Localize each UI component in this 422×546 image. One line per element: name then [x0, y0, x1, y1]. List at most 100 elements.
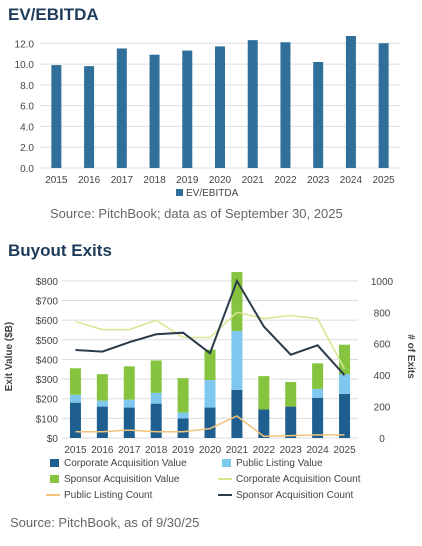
bar-2023-sponsor: [285, 382, 297, 407]
y2-tick-label: 0: [379, 434, 385, 445]
y-tick-label: $500: [36, 336, 59, 347]
bar-2021: [247, 40, 258, 168]
y-tick-label: $200: [36, 395, 59, 406]
ev-ebitda-source: Source: PitchBook; data as of September …: [50, 206, 343, 221]
y2-tick-label: 200: [374, 403, 391, 414]
y-axis-label: Exit Value ($B): [4, 322, 15, 391]
buyout-exits-title: Buyout Exits: [8, 241, 112, 260]
bar-2025: [378, 43, 389, 168]
y-tick-label: $0: [47, 434, 59, 445]
x-tick-label: 2017: [118, 445, 141, 456]
legend-swatch: [50, 459, 59, 467]
x-tick-label: 2020: [199, 445, 222, 456]
x-tick-label: 2016: [91, 445, 114, 456]
bar-2019-sponsor: [177, 378, 189, 413]
legend-swatch: [50, 475, 59, 483]
y-tick-label: $400: [36, 355, 59, 366]
bar-2021-public: [231, 330, 243, 390]
bar-2021-corporate: [231, 389, 243, 438]
x-tick-label: 2015: [45, 175, 68, 186]
x-tick-label: 2024: [307, 445, 330, 456]
bar-2017: [116, 48, 127, 168]
bar-2017-public: [123, 399, 135, 408]
bar-2024-corporate: [312, 397, 324, 438]
bar-2018-sponsor: [150, 360, 162, 393]
legend-label: EV/EBITDA: [186, 188, 239, 199]
bar-2015-public: [69, 394, 81, 403]
x-tick-label: 2015: [64, 445, 87, 456]
y-tick-label: $700: [36, 297, 59, 308]
legend-swatch: [176, 189, 183, 196]
bar-2019-public: [177, 412, 189, 419]
bar-2018-public: [150, 392, 162, 404]
ev-ebitda-title: EV/EBITDA: [8, 5, 99, 24]
bar-2017-sponsor: [123, 366, 135, 400]
buyout-exits-chart: $0 $100 $200 $300 $400 $500 $600 $700 $800 0 200 40…: [4, 272, 416, 501]
buyout-exits-source: Source: PitchBook, as of 9/30/25: [10, 515, 200, 530]
y2-axis-label: # of Exits: [405, 334, 416, 379]
legend-label: Corporate Acquisition Value: [64, 458, 187, 469]
y-tick-label: $300: [36, 375, 59, 386]
bar-2016: [84, 66, 95, 168]
y-tick-label: 8.0: [20, 81, 34, 92]
y-tick-label: 2.0: [20, 143, 34, 154]
legend-swatch: [222, 459, 231, 467]
y-tick-label: 6.0: [20, 102, 34, 113]
y-tick-label: $600: [36, 316, 59, 327]
x-tick-label: 2023: [307, 175, 330, 186]
bar-2015: [51, 65, 62, 168]
bar-2021-sponsor: [231, 272, 243, 331]
x-tick-label: 2024: [340, 175, 363, 186]
bar-2015-corporate: [69, 402, 81, 438]
x-tick-label: 2023: [280, 445, 303, 456]
y2-tick-label: 600: [374, 340, 391, 351]
bar-2018: [149, 54, 160, 168]
x-tick-label: 2022: [253, 445, 276, 456]
y2-tick-label: 400: [374, 371, 391, 382]
y-tick-label: $100: [36, 414, 59, 425]
bar-2020: [215, 46, 225, 168]
x-tick-label: 2025: [373, 175, 396, 186]
x-tick-label: 2022: [274, 175, 297, 186]
bar-2024: [345, 36, 356, 168]
y2-tick-label: 1000: [371, 277, 394, 288]
bar-2015-sponsor: [69, 368, 81, 395]
legend-label: Sponsor Acquisition Value: [64, 474, 180, 485]
bar-2022-sponsor: [258, 376, 270, 410]
y-tick-label: 10.0: [15, 60, 35, 71]
line-corporate-count: [75, 311, 346, 370]
x-tick-label: 2017: [111, 175, 134, 186]
bar-2016-corporate: [96, 406, 108, 438]
line-public-count: [75, 415, 345, 438]
bar-2018-corporate: [150, 403, 162, 438]
legend-label: Corporate Acquisition Count: [236, 474, 361, 485]
y-tick-label: $800: [36, 277, 59, 288]
bar-2019: [182, 50, 193, 169]
line-sponsor-count: [75, 278, 346, 376]
bar-2024-sponsor: [312, 363, 324, 389]
bar-2017-corporate: [123, 407, 135, 438]
bar-2024-public: [312, 388, 324, 398]
bar-2023: [313, 61, 324, 168]
bar-2025-corporate: [339, 393, 351, 438]
bar-2020-corporate: [204, 407, 216, 438]
bar-2022-corporate: [258, 409, 270, 438]
bar-2016-sponsor: [96, 374, 108, 401]
x-tick-label: 2019: [176, 175, 199, 186]
bar-2023-corporate: [285, 406, 297, 438]
legend-label: Public Listing Value: [236, 458, 323, 469]
legend-label: Public Listing Count: [64, 490, 153, 501]
y-tick-label: 4.0: [20, 122, 34, 133]
ev-ebitda-chart: 0.0 2.0 4.0 6.0 8.0 10.0 12.0 2015 2016 2017 2018 2…: [15, 36, 400, 199]
bar-2019-corporate: [177, 418, 189, 438]
bar-2025-sponsor: [339, 344, 351, 375]
bar-2022: [280, 42, 291, 168]
x-tick-label: 2021: [226, 445, 249, 456]
bar-2020-sponsor: [204, 349, 216, 381]
y-tick-label: 12.0: [15, 39, 35, 50]
bar-2025-public: [339, 374, 351, 394]
bar-2016-public: [96, 400, 108, 407]
x-tick-label: 2016: [78, 175, 101, 186]
x-tick-label: 2018: [145, 445, 168, 456]
